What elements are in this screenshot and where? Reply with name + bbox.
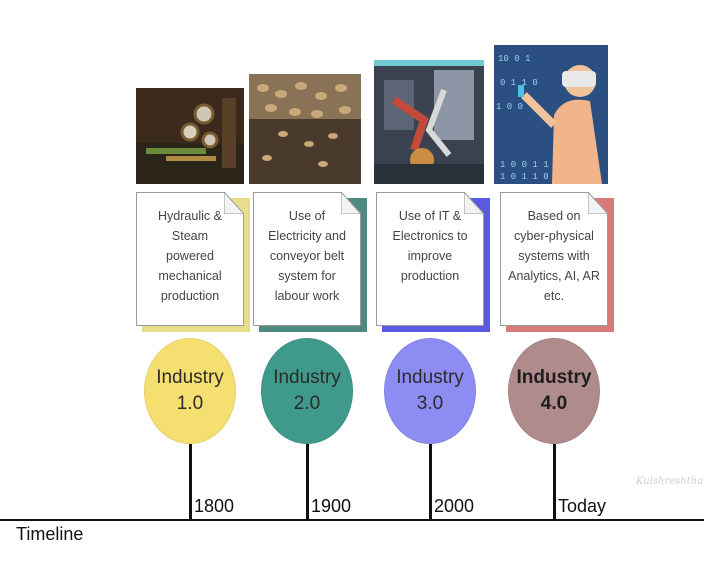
timeline-stage-3: Use of IT & Electronics to improve producti… <box>370 0 490 561</box>
description-note: Based on cyber-physical systems with Analyt… <box>500 192 614 332</box>
note-text-line: Analytics, AI, AR <box>508 269 600 283</box>
robot-arm-photo <box>374 60 484 184</box>
conveyor-belt-photo <box>249 74 361 184</box>
industry-version: 4.0 <box>540 393 568 414</box>
note-text-line: Use of <box>288 209 326 223</box>
industry-label: Industry <box>156 367 224 388</box>
svg-text:1 0 1 1 0: 1 0 1 1 0 <box>500 172 549 182</box>
timeline-stem <box>306 444 309 520</box>
industry-circle: Industry 4.0 <box>508 338 600 444</box>
note-text-line: production <box>400 269 460 283</box>
note-text-line: powered <box>166 249 214 263</box>
industry-circle: Industry 3.0 <box>384 338 476 444</box>
note-text-line: production <box>160 289 220 303</box>
note-paper <box>136 192 244 326</box>
svg-text:0 1 1 0: 0 1 1 0 <box>500 78 538 88</box>
timeline-year: Today <box>558 496 607 516</box>
svg-text:10 0 1: 10 0 1 <box>498 54 530 64</box>
timeline-stem <box>429 444 432 520</box>
note-fold-corner <box>224 192 244 214</box>
timeline-year: 1800 <box>194 496 235 516</box>
note-text-line: Electricity and <box>268 229 346 243</box>
description-note: Hydraulic & Steam powered mechanical product… <box>136 192 250 332</box>
note-text-line: cyber-physical <box>514 229 594 243</box>
note-text-line: conveyor belt <box>269 249 345 263</box>
note-paper <box>253 192 361 326</box>
note-text-line: etc. <box>543 289 565 303</box>
vr-headset-photo: 10 0 1 0 1 1 0 1 0 0 1 0 0 1 1 1 0 1 1 0 <box>494 45 608 184</box>
note-fold-corner <box>341 192 361 214</box>
note-fold-corner <box>464 192 484 214</box>
note-text-line: Steam <box>171 229 209 243</box>
note-text: Use of Electricity and conveyor belt system… <box>259 206 355 306</box>
note-text-line: system for <box>278 269 336 283</box>
timeline-year: 2000 <box>434 496 475 516</box>
industry-version: 1.0 <box>176 393 204 414</box>
note-text-line: Use of IT & <box>398 209 462 223</box>
timeline-axis <box>0 519 704 521</box>
note-text-line: mechanical <box>158 269 222 283</box>
note-paper <box>500 192 608 326</box>
steam-engine-photo <box>136 88 244 184</box>
note-text-line: Hydraulic & <box>158 209 222 223</box>
timeline-stem <box>189 444 192 520</box>
note-text: Use of IT & Electronics to improve producti… <box>382 206 478 286</box>
timeline-axis-label: Timeline <box>16 524 84 544</box>
timeline-year: 1900 <box>311 496 352 516</box>
description-note: Use of IT & Electronics to improve producti… <box>376 192 490 332</box>
note-text: Hydraulic & Steam powered mechanical product… <box>142 206 238 306</box>
note-text-line: improve <box>407 249 453 263</box>
svg-text:1 0 0 1 1: 1 0 0 1 1 <box>500 160 549 170</box>
note-fold-corner <box>588 192 608 214</box>
timeline-stage-2: Use of Electricity and conveyor belt system… <box>247 0 367 561</box>
note-paper <box>376 192 484 326</box>
industry-label: Industry <box>396 367 464 388</box>
note-text-line: systems with <box>518 249 590 263</box>
industry-label: Industry <box>516 367 592 388</box>
timeline-stage-4: 10 0 1 0 1 1 0 1 0 0 1 0 0 1 1 1 0 1 1 0 Bas… <box>494 0 614 561</box>
industry-version: 2.0 <box>293 393 321 414</box>
watermark-signature: Kulshreshtha <box>636 476 704 487</box>
industry-label: Industry <box>273 367 341 388</box>
timeline-stem <box>553 444 556 520</box>
timeline-stage-1: Hydraulic & Steam powered mechanical product… <box>130 0 250 561</box>
industry-version: 3.0 <box>416 393 444 414</box>
svg-text:1 0 0: 1 0 0 <box>496 102 523 112</box>
industry-circle: Industry 2.0 <box>261 338 353 444</box>
note-text: Based on cyber-physical systems with Analyt… <box>506 206 602 306</box>
industry-circle: Industry 1.0 <box>144 338 236 444</box>
note-text-line: Electronics to <box>392 229 468 243</box>
note-text-line: labour work <box>274 289 340 303</box>
note-text-line: Based on <box>527 209 581 223</box>
description-note: Use of Electricity and conveyor belt system… <box>253 192 367 332</box>
